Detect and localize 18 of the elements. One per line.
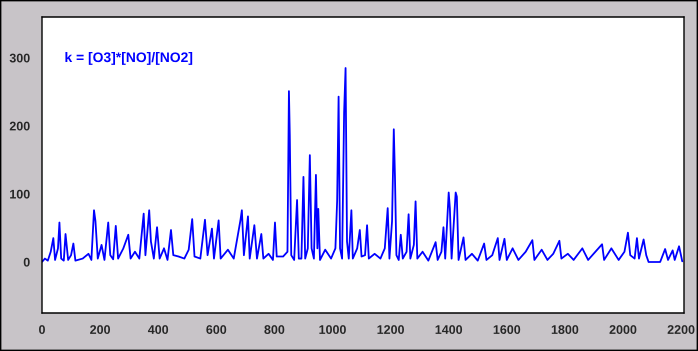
y-tick-label: 200 [10, 122, 30, 131]
x-tick-label: 400 [148, 325, 168, 334]
x-tick-label: 2000 [610, 325, 636, 334]
line-series [42, 67, 684, 263]
x-tick-label: 600 [206, 325, 226, 334]
x-tick-label: 1200 [377, 325, 404, 334]
x-tick-label: 2200 [668, 325, 694, 334]
y-tick-label: 300 [10, 54, 30, 62]
x-tick-label: 1400 [436, 325, 462, 334]
y-tick-label: 100 [10, 190, 30, 199]
y-tick-label: 0 [24, 258, 30, 267]
x-tick-label: 200 [90, 325, 110, 334]
annotation: k = [O3]*[NO]/[NO2] [65, 52, 192, 65]
x-tick-label: 0 [39, 325, 45, 334]
x-tick-label: 800 [264, 325, 284, 334]
x-tick-label: 1600 [494, 325, 520, 334]
x-tick-label: 1800 [552, 325, 578, 334]
x-tick-label: 1000 [319, 325, 346, 334]
